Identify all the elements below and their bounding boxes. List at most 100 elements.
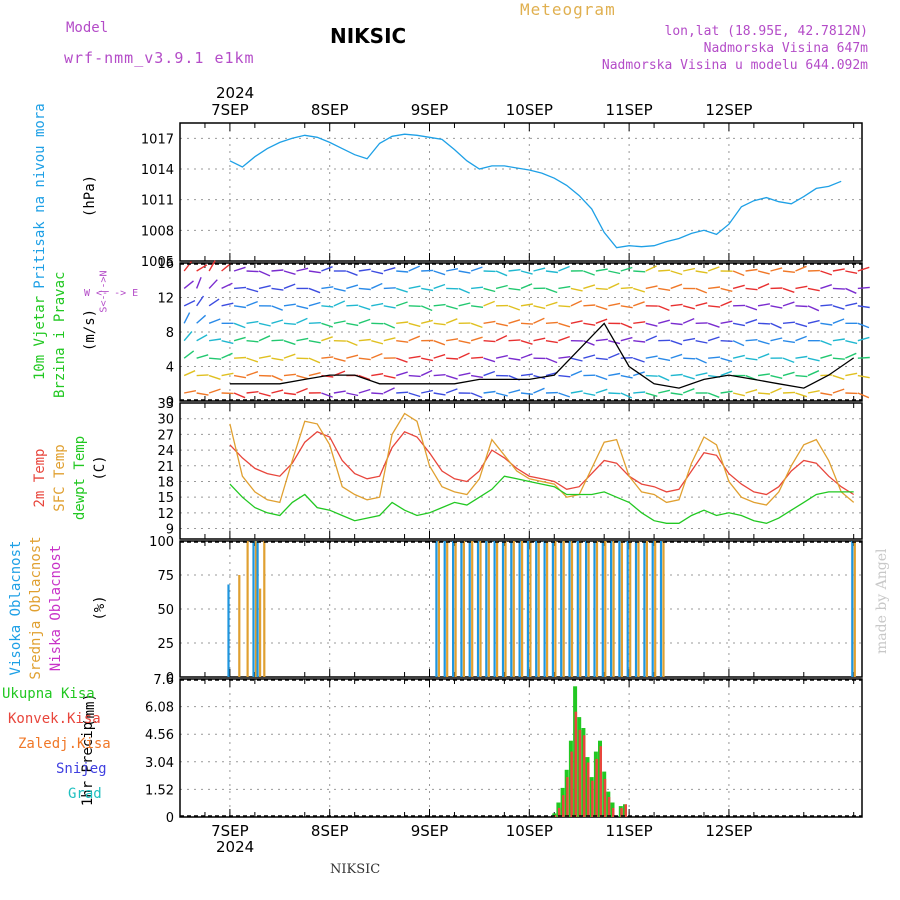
wind-barb: [246, 357, 259, 363]
wind-barb: [233, 336, 246, 342]
wind-barb: [695, 270, 708, 274]
wind-barb: [520, 340, 533, 345]
wind-barb: [308, 322, 321, 324]
wind-barb: [383, 387, 395, 394]
wind-barb: [196, 334, 208, 342]
wind-barb: [683, 267, 696, 272]
wind-barb: [371, 392, 384, 395]
y-tick-label: 1011: [141, 194, 174, 209]
wind-barb: [433, 283, 446, 290]
wind-barb: [832, 305, 845, 310]
wind-barb: [795, 265, 807, 272]
wind-barb: [832, 388, 845, 394]
wind-barb: [221, 372, 234, 377]
wind-barb: [383, 267, 396, 272]
y-tick-label: 0: [166, 671, 174, 686]
high-cloud-bar: [501, 541, 505, 677]
wind-barb: [271, 319, 284, 324]
wind-barb: [520, 270, 533, 275]
wind-barb: [208, 298, 220, 307]
convective-precip-bar: [607, 797, 611, 817]
wind-barb: [358, 338, 371, 342]
wind-barb: [408, 374, 421, 378]
wind-barb: [570, 300, 583, 307]
wind-barb: [358, 287, 371, 291]
wind-barb: [321, 336, 333, 342]
model-name: wrf-nmm_v3.9.1 e1km: [64, 49, 255, 67]
mid-cloud-bar: [554, 541, 557, 677]
wind-barb: [820, 304, 833, 307]
wind-barb: [458, 352, 470, 359]
wind-barb: [758, 322, 771, 325]
wind-barb: [595, 374, 608, 381]
wind-barb: [757, 303, 771, 307]
wind-barb: [545, 270, 558, 274]
wind-barb: [558, 374, 571, 378]
wind-barb: [745, 339, 758, 342]
wind-barb: [445, 318, 458, 324]
wind-barb: [757, 283, 770, 290]
wind-barb: [296, 337, 309, 342]
wind-barb: [271, 269, 284, 272]
wind-barb: [233, 392, 246, 399]
wind-barb: [720, 357, 733, 363]
high-cloud-bar: [551, 541, 554, 677]
wind-barb: [483, 340, 496, 343]
legend-freezing-rain: Zaledj.Kisa: [18, 736, 111, 752]
mid-cloud-bar: [263, 541, 266, 677]
wind-barb: [670, 303, 683, 307]
wind-barb: [770, 322, 782, 329]
wind-barb: [845, 340, 858, 345]
wind-barb: [645, 335, 658, 342]
wind-barb: [707, 266, 720, 272]
high-cloud-bar: [518, 541, 521, 677]
wind-barb: [371, 302, 384, 307]
wind-barb: [707, 322, 720, 328]
wind-barb: [820, 322, 833, 326]
wind-barb: [720, 300, 732, 307]
wind-barb: [483, 300, 495, 307]
wind-barb: [857, 392, 870, 399]
wind-barb: [683, 337, 696, 342]
x-day-label-bottom: 9SEP: [411, 822, 449, 840]
wind-barb: [757, 392, 771, 395]
high-cloud-bar: [435, 541, 438, 677]
mid-cloud-bar: [604, 541, 607, 677]
wind-barb: [845, 372, 858, 377]
temp-sfc-line: [229, 412, 855, 506]
x-day-label-top: 7SEP: [211, 101, 249, 119]
high-cloud-bar: [626, 541, 629, 677]
wind-barb: [458, 270, 471, 274]
wind-barb: [545, 301, 558, 307]
y-tick-label: 7.6: [153, 673, 174, 688]
station-title: NIKSIC: [330, 24, 407, 48]
high-cloud-bar: [468, 541, 471, 677]
high-cloud-bar: [618, 541, 621, 677]
wind-barb: [221, 340, 234, 345]
wind-barb: [595, 305, 608, 311]
wind-barb: [233, 266, 246, 272]
wind-barb: [420, 305, 433, 312]
wind-barb: [433, 392, 446, 396]
wind-barb: [383, 287, 396, 290]
wind-barb: [857, 266, 870, 272]
wind-barb: [795, 355, 808, 359]
wind-barb: [446, 268, 459, 272]
wind-barb: [708, 305, 721, 308]
wind-barb: [558, 265, 570, 272]
wind-barb: [396, 287, 408, 293]
wind-barb: [645, 392, 658, 397]
high-cloud-bar: [851, 541, 854, 677]
wind-barb: [558, 335, 570, 342]
footer-station: NIKSIC: [330, 862, 381, 877]
wind-barb: [346, 392, 359, 397]
wind-barb: [807, 390, 820, 394]
wind-barb: [695, 357, 707, 364]
wind-barb: [545, 340, 558, 344]
wind-barb: [745, 268, 758, 272]
wind-barb: [670, 322, 683, 326]
wind-barb: [183, 350, 195, 359]
wind-barb: [683, 357, 696, 360]
wind-barb: [645, 265, 657, 272]
wind-barb: [183, 280, 194, 289]
